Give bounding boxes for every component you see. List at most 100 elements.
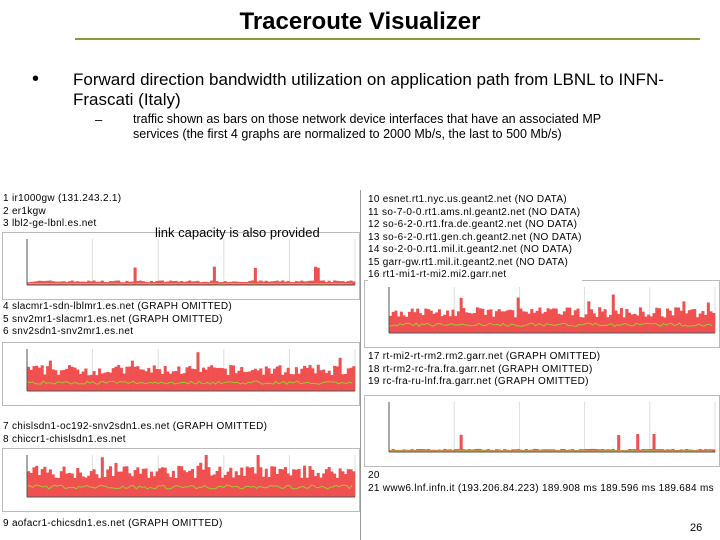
graph-bar xyxy=(210,365,214,391)
graph-bar xyxy=(511,310,515,333)
graph-bar xyxy=(516,449,520,452)
graph-bar xyxy=(324,469,328,497)
graph-bar xyxy=(196,465,200,497)
graph-bar xyxy=(446,310,450,333)
graph-bar xyxy=(106,469,110,497)
graph-bar xyxy=(158,280,162,285)
graph-bar xyxy=(308,280,312,285)
graph-bar xyxy=(92,469,96,497)
graph-bar xyxy=(48,280,52,285)
graph-bar xyxy=(191,468,195,497)
graph-bar xyxy=(682,301,686,333)
graph-bar xyxy=(40,365,44,391)
graph-bar xyxy=(273,368,277,391)
hop: 8 chiccr1-chislsdn1.es.net xyxy=(3,433,126,445)
graph-bar xyxy=(289,475,293,497)
graph-bar xyxy=(278,468,282,497)
graph-bar xyxy=(100,280,104,285)
graph-bar xyxy=(674,307,678,333)
graph-bar xyxy=(281,374,285,391)
graph-bar xyxy=(150,280,154,285)
graph-bar xyxy=(128,366,132,391)
graph-bar xyxy=(212,266,216,285)
graph-bar xyxy=(169,280,173,285)
graph-bar xyxy=(335,477,339,497)
graph-bar xyxy=(199,372,203,391)
graph-bar xyxy=(416,308,420,333)
graph-bar xyxy=(248,467,252,497)
graph-bar xyxy=(638,307,642,333)
graph-bar xyxy=(576,308,580,333)
graph-bar xyxy=(37,367,41,391)
graph-bar xyxy=(554,308,558,333)
graph-bar xyxy=(253,267,257,285)
graph-bar xyxy=(103,372,107,391)
graph-bar xyxy=(95,375,99,391)
graph-bar xyxy=(335,366,339,391)
graph-bar xyxy=(532,312,536,333)
graph-bar xyxy=(278,365,282,391)
graph-bar xyxy=(226,471,230,497)
graph-bar xyxy=(245,466,249,497)
graph-bar xyxy=(666,308,670,333)
bullet-text: Forward direction bandwidth utilization … xyxy=(73,70,664,109)
graph-bar xyxy=(399,311,403,333)
graph-bar xyxy=(562,311,566,333)
graph-bar xyxy=(256,455,260,497)
graph-bar xyxy=(248,281,252,285)
graph-bar xyxy=(405,316,409,333)
graph-bar xyxy=(242,372,246,391)
graph-bar xyxy=(193,369,197,391)
graph-bar xyxy=(628,312,632,333)
graph-bar xyxy=(62,369,66,391)
note: link capacity is also provided xyxy=(155,225,320,240)
graph-bar xyxy=(68,365,72,391)
graph-bar xyxy=(70,473,74,497)
graph-bar xyxy=(349,280,353,285)
graph-bar xyxy=(70,366,74,391)
graph-bar xyxy=(622,317,626,333)
graph-bar xyxy=(581,317,585,333)
graph-bar xyxy=(70,280,74,285)
graph-line xyxy=(388,322,713,327)
graph-bar xyxy=(232,365,236,391)
graph-bar xyxy=(218,367,222,391)
graph-line xyxy=(26,484,353,490)
graph-bar xyxy=(573,310,577,333)
graph-bar xyxy=(560,448,564,452)
graph-bar xyxy=(221,368,225,391)
graph-bar xyxy=(557,313,561,333)
graph-bar xyxy=(644,316,648,333)
graph-bar xyxy=(410,308,414,333)
graph-bar xyxy=(242,475,246,497)
graph-bar xyxy=(349,367,353,391)
graph-bar xyxy=(333,473,337,497)
graph-bar xyxy=(338,281,342,285)
hop-list: 9 aofacr1-chicsdn1.es.net (GRAPH OMITTED… xyxy=(3,518,223,531)
graph-bar xyxy=(218,466,222,497)
graph-bar xyxy=(248,371,252,391)
graph-bar xyxy=(712,313,716,333)
graph-bar xyxy=(587,449,591,452)
graph-bar xyxy=(275,473,279,497)
utilization-graph xyxy=(364,395,720,467)
graph-bar xyxy=(530,309,534,333)
graph-bar xyxy=(103,477,107,497)
graph-bar xyxy=(68,472,72,497)
graph-bar xyxy=(259,368,263,391)
graph-bar xyxy=(454,449,458,452)
graph-bar xyxy=(418,313,422,333)
graph-bar xyxy=(37,280,41,285)
graph-bar xyxy=(207,366,211,391)
graph-bar xyxy=(451,309,455,333)
graph-bar xyxy=(84,368,88,391)
graph-bar xyxy=(319,280,323,285)
graph-bar xyxy=(171,281,175,285)
graph-bar xyxy=(668,310,672,333)
graph-bar xyxy=(136,366,140,391)
graph-bar xyxy=(475,307,479,333)
graph-bar xyxy=(215,470,219,497)
graph-bar xyxy=(48,469,52,497)
graph-bar xyxy=(40,469,44,497)
graph-bar xyxy=(59,471,63,497)
